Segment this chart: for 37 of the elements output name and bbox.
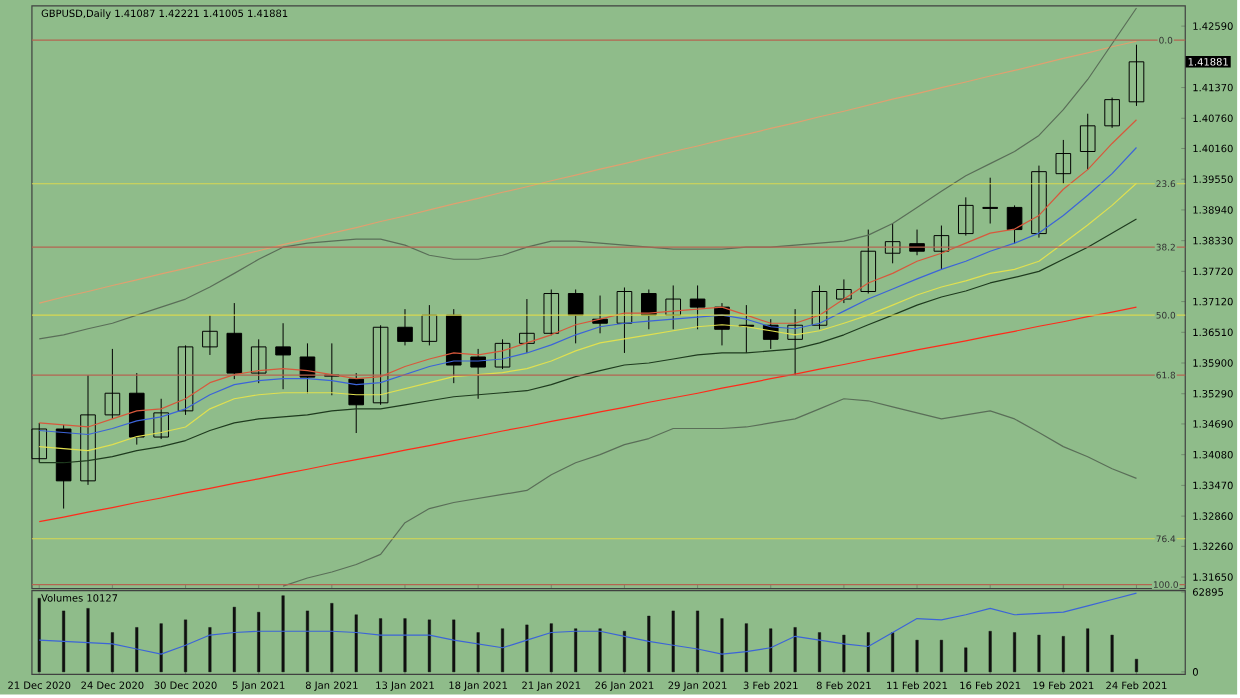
candlestick <box>177 345 194 416</box>
candlestick <box>421 304 438 347</box>
candlestick <box>1055 139 1072 185</box>
candlestick <box>689 285 706 331</box>
candlestick <box>884 223 901 265</box>
candlestick <box>665 285 682 331</box>
candlestick <box>933 225 950 271</box>
candlestick <box>641 289 657 331</box>
candlestick <box>836 279 852 304</box>
candlestick <box>153 398 169 440</box>
candlestick <box>275 323 291 390</box>
candlestick <box>811 285 828 331</box>
candlestick <box>372 325 389 406</box>
candlestick <box>616 287 633 354</box>
candlestick <box>787 308 803 376</box>
candlestick <box>1128 44 1145 107</box>
candlestick <box>348 372 365 434</box>
candlestick <box>397 308 413 347</box>
candlestick <box>1006 205 1023 245</box>
candlestick <box>567 289 584 345</box>
candlestick <box>982 177 998 225</box>
candlestick <box>543 289 560 337</box>
candlestick <box>1031 165 1047 239</box>
candlestick <box>226 302 243 380</box>
candlestick <box>1079 113 1096 171</box>
candlestick <box>80 374 96 486</box>
candlestick <box>104 348 121 420</box>
candlestick <box>494 339 511 370</box>
candlestick <box>957 197 974 237</box>
candlestick <box>1104 97 1120 129</box>
candlestick <box>250 339 267 384</box>
line-series <box>38 306 1138 523</box>
candlestick <box>519 298 535 354</box>
candlestick <box>128 372 145 446</box>
candlestick <box>31 422 48 464</box>
candlestick <box>202 314 218 356</box>
candlestick <box>860 229 877 295</box>
